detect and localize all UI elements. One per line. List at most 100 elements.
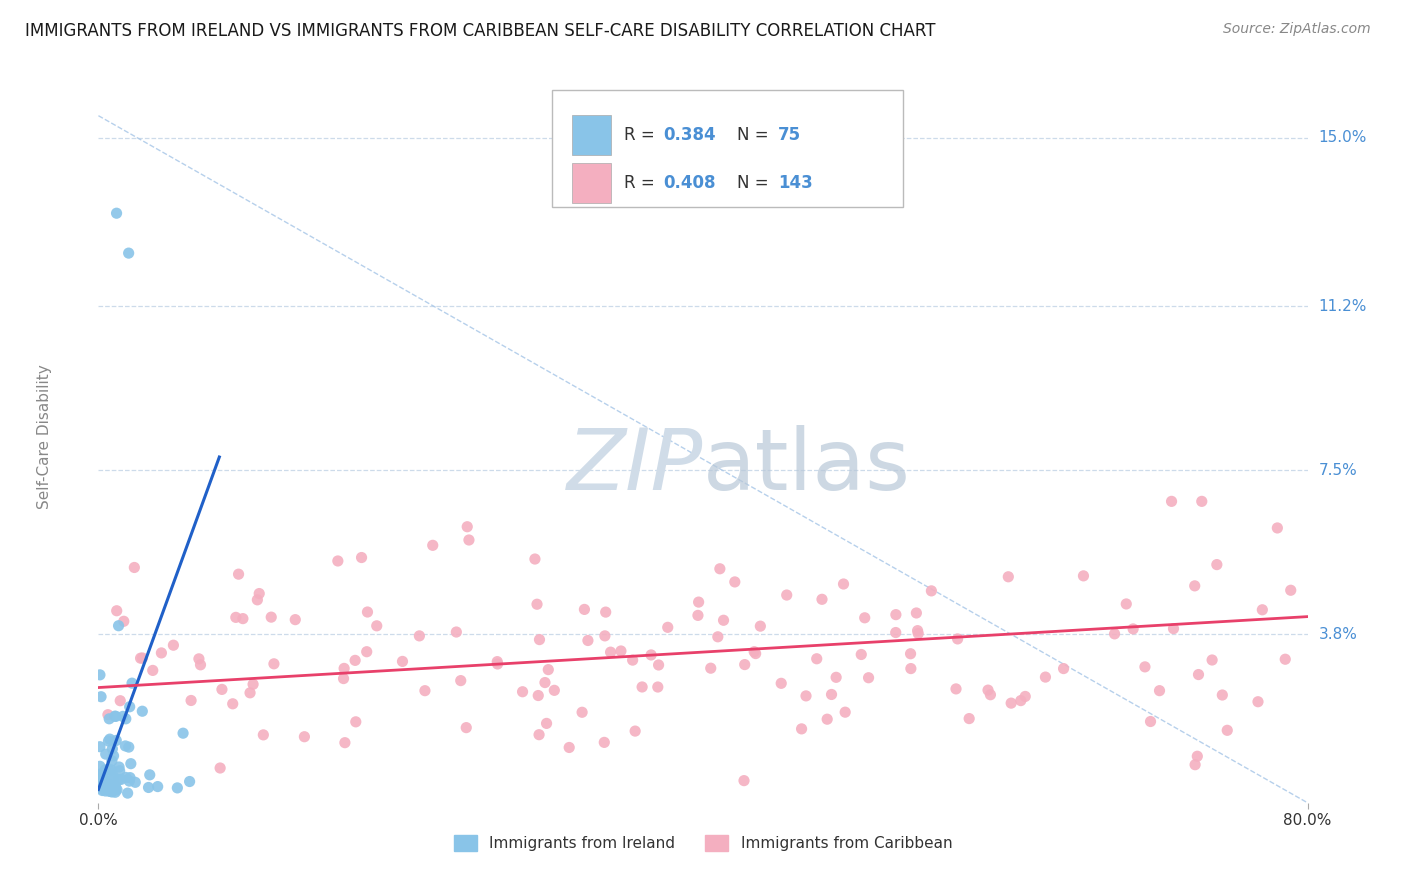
Point xyxy=(112,615,135,629)
Point xyxy=(688,595,710,609)
Point xyxy=(858,671,880,685)
Point xyxy=(131,651,153,665)
Point xyxy=(100,779,122,793)
Point xyxy=(558,740,581,755)
Point xyxy=(114,739,136,753)
Point xyxy=(820,688,842,702)
Point xyxy=(815,712,838,726)
Point xyxy=(93,780,115,795)
Point xyxy=(91,768,114,782)
Point xyxy=(166,780,188,795)
Point xyxy=(733,773,755,788)
Point xyxy=(1139,714,1161,729)
Point xyxy=(1216,723,1239,738)
Point xyxy=(190,657,212,672)
Point xyxy=(884,625,907,640)
Point xyxy=(172,726,194,740)
Point xyxy=(117,786,139,800)
Point xyxy=(853,611,876,625)
Point xyxy=(118,774,141,789)
Point xyxy=(1184,579,1206,593)
Point xyxy=(1035,670,1057,684)
Point xyxy=(529,632,551,647)
Point xyxy=(97,734,120,748)
Point xyxy=(776,588,799,602)
Point xyxy=(131,704,153,718)
Point xyxy=(713,613,735,627)
Point xyxy=(89,776,111,790)
Point xyxy=(624,724,647,739)
Point xyxy=(794,689,817,703)
Point xyxy=(647,657,669,672)
Point xyxy=(89,767,111,781)
Point xyxy=(129,651,152,665)
Point xyxy=(101,768,124,782)
Point xyxy=(179,774,201,789)
Point xyxy=(120,756,142,771)
Point xyxy=(344,653,367,667)
Text: 75: 75 xyxy=(778,126,801,144)
Text: R =: R = xyxy=(624,174,661,193)
Point xyxy=(527,728,550,742)
Point xyxy=(1201,653,1223,667)
Point xyxy=(89,739,111,754)
Point xyxy=(450,673,472,688)
Point xyxy=(100,780,122,794)
Text: 15.0%: 15.0% xyxy=(1319,130,1367,145)
Point xyxy=(242,677,264,691)
Point xyxy=(707,630,730,644)
Point xyxy=(91,768,114,782)
Point xyxy=(997,570,1019,584)
Point xyxy=(110,772,132,787)
Point xyxy=(104,709,127,723)
Point xyxy=(744,647,766,661)
Point xyxy=(806,652,828,666)
Point xyxy=(97,777,120,791)
Point xyxy=(98,732,121,747)
Point xyxy=(332,672,354,686)
Point xyxy=(1122,622,1144,636)
Point xyxy=(977,683,1000,698)
Point xyxy=(640,648,662,662)
Point xyxy=(326,554,349,568)
Point xyxy=(610,644,633,658)
Point xyxy=(571,706,593,720)
Point xyxy=(146,780,169,794)
Text: IMMIGRANTS FROM IRELAND VS IMMIGRANTS FROM CARIBBEAN SELF-CARE DISABILITY CORREL: IMMIGRANTS FROM IRELAND VS IMMIGRANTS FR… xyxy=(25,22,936,40)
Point xyxy=(225,610,247,624)
Point xyxy=(105,733,128,747)
Point xyxy=(91,780,114,794)
Point xyxy=(356,645,378,659)
Point xyxy=(97,707,120,722)
Point xyxy=(90,775,112,789)
Point xyxy=(1115,597,1137,611)
Point xyxy=(486,657,509,671)
Point xyxy=(103,780,125,795)
Point xyxy=(536,716,558,731)
Point xyxy=(742,645,765,659)
Text: N =: N = xyxy=(737,126,773,144)
Point xyxy=(350,550,373,565)
Point xyxy=(458,533,481,547)
Point xyxy=(187,652,209,666)
Text: 0.408: 0.408 xyxy=(664,174,716,193)
Point xyxy=(228,567,250,582)
Point xyxy=(98,712,121,726)
Point xyxy=(537,663,560,677)
Bar xyxy=(572,115,612,155)
Point xyxy=(724,574,747,589)
Point xyxy=(1267,521,1289,535)
Point xyxy=(593,629,616,643)
Point xyxy=(456,721,478,735)
Point xyxy=(97,763,120,777)
Point xyxy=(91,783,114,797)
Point xyxy=(118,740,141,755)
Point xyxy=(90,771,112,785)
Point xyxy=(749,619,772,633)
Point xyxy=(512,684,534,698)
Point xyxy=(946,632,969,646)
Point xyxy=(647,680,669,694)
Point xyxy=(108,764,131,778)
Point xyxy=(1014,690,1036,704)
Point xyxy=(595,605,617,619)
